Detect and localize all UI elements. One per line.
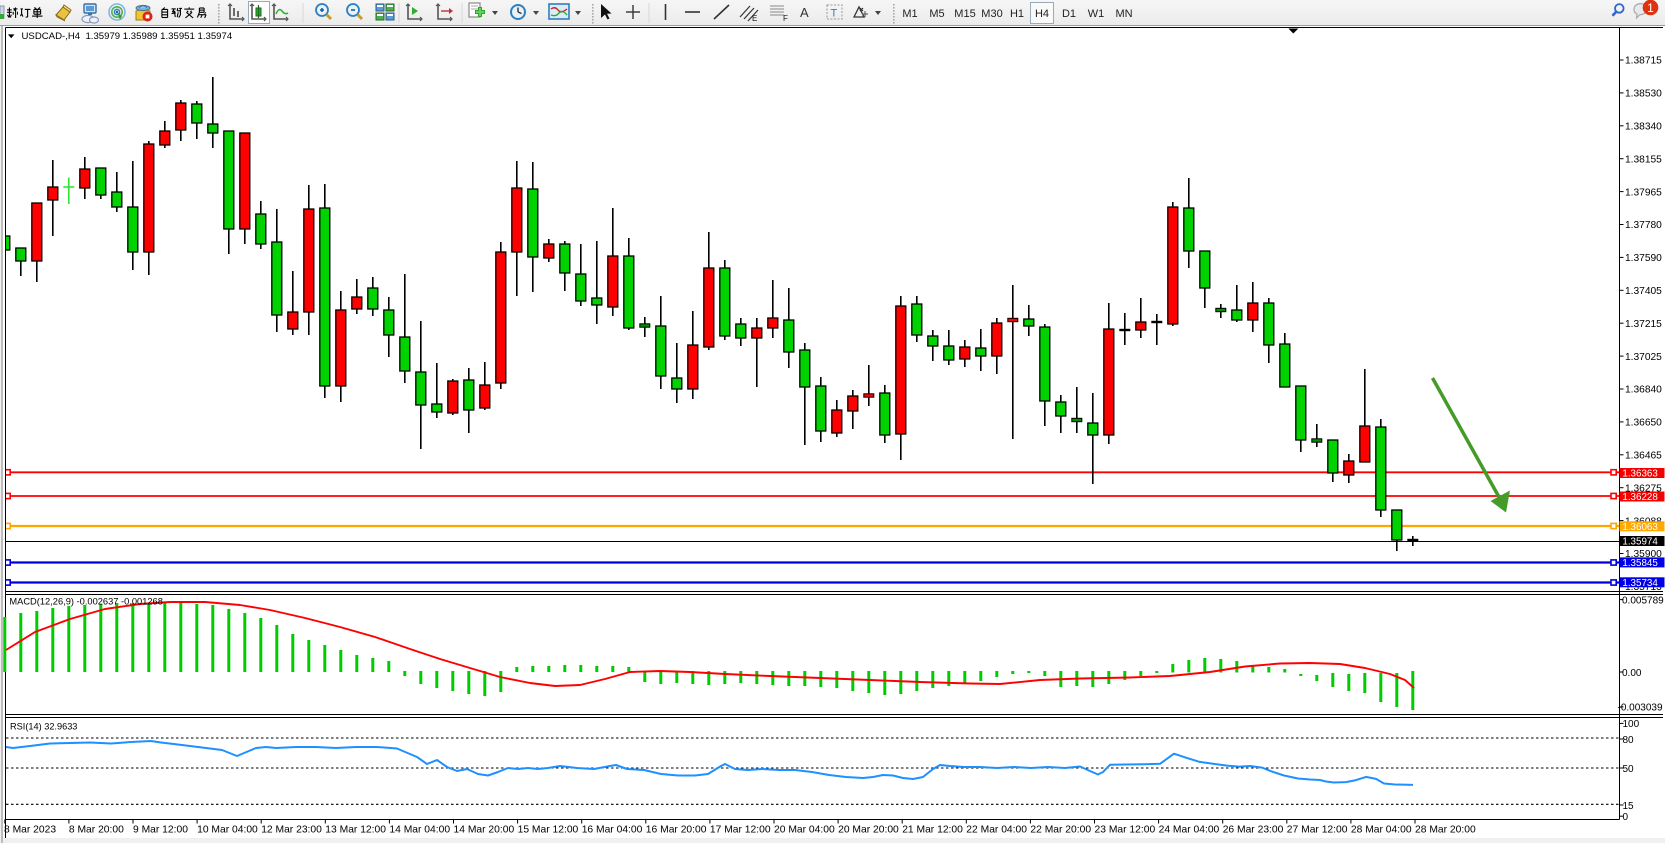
svg-text:13 Mar 12:00: 13 Mar 12:00 [325, 825, 386, 836]
svg-text:0: 0 [1623, 812, 1629, 823]
svg-text:H1: H1 [1010, 8, 1024, 20]
svg-text:M1: M1 [902, 8, 917, 20]
svg-text:10 Mar 04:00: 10 Mar 04:00 [197, 825, 258, 836]
svg-text:20 Mar 20:00: 20 Mar 20:00 [838, 825, 899, 836]
svg-text:12 Mar 23:00: 12 Mar 23:00 [261, 825, 322, 836]
svg-text:22 Mar 04:00: 22 Mar 04:00 [966, 825, 1027, 836]
svg-text:15: 15 [1623, 801, 1635, 812]
svg-text:9 Mar 12:00: 9 Mar 12:00 [133, 825, 188, 836]
svg-text:15 Mar 12:00: 15 Mar 12:00 [518, 825, 579, 836]
svg-text:16 Mar 20:00: 16 Mar 20:00 [646, 825, 707, 836]
svg-text:1.35900: 1.35900 [1625, 549, 1662, 560]
svg-text:100: 100 [1623, 719, 1640, 730]
svg-text:1.35845: 1.35845 [1622, 558, 1658, 569]
svg-text:28 Mar 04:00: 28 Mar 04:00 [1351, 825, 1412, 836]
svg-text:26 Mar 23:00: 26 Mar 23:00 [1223, 825, 1284, 836]
svg-text:D1: D1 [1062, 8, 1076, 20]
svg-text:T: T [831, 8, 838, 20]
svg-text:-0.003039: -0.003039 [1618, 703, 1663, 714]
svg-text:80: 80 [1623, 735, 1635, 746]
svg-text:1.38340: 1.38340 [1625, 122, 1662, 133]
svg-text:MN: MN [1115, 8, 1132, 20]
svg-text:1.37405: 1.37405 [1625, 286, 1662, 297]
svg-text:14 Mar 04:00: 14 Mar 04:00 [389, 825, 450, 836]
svg-text:USDCAD-,H4 1.35979 1.35989 1.: USDCAD-,H4 1.35979 1.35989 1.35951 1.359… [22, 31, 233, 42]
svg-text:1.36063: 1.36063 [1622, 522, 1658, 533]
svg-text:1.37590: 1.37590 [1625, 253, 1662, 264]
svg-text:17 Mar 12:00: 17 Mar 12:00 [710, 825, 771, 836]
svg-text:21 Mar 12:00: 21 Mar 12:00 [902, 825, 963, 836]
svg-text:28 Mar 20:00: 28 Mar 20:00 [1415, 825, 1476, 836]
svg-text:1.36465: 1.36465 [1625, 451, 1662, 462]
svg-text:1.37965: 1.37965 [1625, 187, 1662, 198]
svg-text:27 Mar 12:00: 27 Mar 12:00 [1287, 825, 1348, 836]
svg-text:M5: M5 [929, 8, 944, 20]
svg-text:1.36275: 1.36275 [1625, 483, 1662, 494]
svg-text:1.37025: 1.37025 [1625, 352, 1662, 363]
svg-text:20 Mar 04:00: 20 Mar 04:00 [774, 825, 835, 836]
svg-text:1.35974: 1.35974 [1622, 537, 1658, 548]
svg-text:E: E [752, 14, 757, 23]
svg-text:1.38715: 1.38715 [1625, 56, 1662, 67]
svg-text:8 Mar 2023: 8 Mar 2023 [4, 825, 56, 836]
svg-text:0.00: 0.00 [1622, 668, 1642, 679]
svg-text:1.37780: 1.37780 [1625, 220, 1662, 231]
svg-text:8 Mar 20:00: 8 Mar 20:00 [69, 825, 124, 836]
svg-text:1.36650: 1.36650 [1625, 418, 1662, 429]
svg-text:14 Mar 20:00: 14 Mar 20:00 [454, 825, 515, 836]
svg-text:1: 1 [1647, 1, 1654, 15]
svg-text:1.35734: 1.35734 [1622, 578, 1658, 589]
svg-text:M30: M30 [981, 8, 1002, 20]
svg-text:16 Mar 04:00: 16 Mar 04:00 [582, 825, 643, 836]
svg-text:MACD(12,26,9) -0.002637 -0.001: MACD(12,26,9) -0.002637 -0.001268 [9, 597, 163, 607]
svg-text:A: A [800, 5, 809, 20]
svg-text:0.005789: 0.005789 [1622, 595, 1664, 606]
svg-text:1.38155: 1.38155 [1625, 154, 1662, 165]
svg-text:1.35713: 1.35713 [1625, 582, 1662, 593]
svg-text:1.36840: 1.36840 [1625, 385, 1662, 396]
svg-text:50: 50 [1623, 764, 1635, 775]
svg-text:1.37215: 1.37215 [1625, 319, 1662, 330]
svg-text:22 Mar 20:00: 22 Mar 20:00 [1030, 825, 1091, 836]
svg-text:24 Mar 04:00: 24 Mar 04:00 [1159, 825, 1220, 836]
svg-text:RSI(14) 32.9633: RSI(14) 32.9633 [10, 722, 77, 732]
svg-text:H4: H4 [1035, 8, 1049, 20]
svg-text:1.38530: 1.38530 [1625, 89, 1662, 100]
svg-text:23 Mar 12:00: 23 Mar 12:00 [1095, 825, 1156, 836]
svg-text:W1: W1 [1088, 8, 1105, 20]
svg-text:M15: M15 [954, 8, 975, 20]
svg-text:F: F [783, 14, 788, 23]
svg-text:1.36228: 1.36228 [1622, 492, 1658, 503]
svg-text:1.36363: 1.36363 [1622, 469, 1658, 480]
